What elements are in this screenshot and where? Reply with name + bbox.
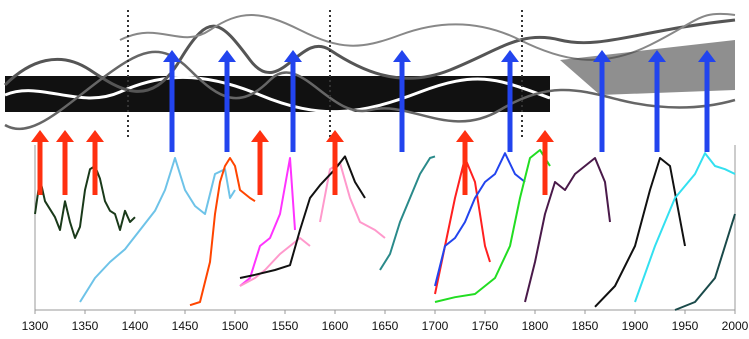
x-tick-label: 1350 (72, 319, 99, 333)
series-line (674, 213, 736, 311)
arrow (218, 50, 236, 152)
x-tick-label: 1650 (372, 319, 399, 333)
arrow-head (56, 130, 74, 142)
arrow-head (326, 130, 344, 142)
series-line (34, 165, 136, 239)
x-tick-label: 1450 (172, 319, 199, 333)
arrow (393, 50, 411, 152)
arrow-head (593, 50, 611, 62)
arrow-head (648, 50, 666, 62)
arrow (593, 50, 611, 152)
arrow-head (86, 130, 104, 142)
wave-line (3, 18, 736, 93)
series-line (239, 157, 296, 287)
arrow (456, 130, 474, 195)
series-line (524, 157, 611, 303)
arrow-head (393, 50, 411, 62)
arrow-head (698, 50, 716, 62)
series-line (434, 152, 526, 287)
dark-band (5, 76, 550, 112)
wave-line (4, 50, 736, 131)
arrow (501, 50, 519, 152)
arrow-head (218, 50, 236, 62)
arrow (648, 50, 666, 152)
x-tick-label: 1600 (322, 319, 349, 333)
arrow-head (501, 50, 519, 62)
series-line (319, 161, 386, 239)
x-tick-label: 1550 (272, 319, 299, 333)
x-tick-label: 1950 (672, 319, 699, 333)
arrow-head (251, 130, 269, 142)
x-tick-label: 1300 (22, 319, 49, 333)
arrow (163, 50, 181, 152)
arrow (536, 130, 554, 195)
series-line (379, 155, 436, 271)
arrow (86, 130, 104, 195)
band-gap (4, 75, 551, 114)
wave-panel (3, 10, 736, 140)
arrow-head (536, 130, 554, 142)
arrow (698, 50, 716, 152)
arrow-head (31, 130, 49, 142)
x-tick-label: 1400 (122, 319, 149, 333)
arrow (284, 50, 302, 152)
arrow-head (163, 50, 181, 62)
x-tick-label: 1700 (422, 319, 449, 333)
arrow-head (284, 50, 302, 62)
x-tick-label: 2000 (722, 319, 749, 333)
series-line (634, 152, 736, 303)
series-line (594, 157, 686, 308)
arrow (31, 130, 49, 195)
x-tick-label: 1850 (572, 319, 599, 333)
x-tick-label: 1800 (522, 319, 549, 333)
x-tick-label: 1500 (222, 319, 249, 333)
wave-line (119, 12, 736, 61)
arrow-head (456, 130, 474, 142)
series-line (189, 157, 256, 307)
series-line (79, 157, 236, 303)
arrow (251, 130, 269, 195)
series-line (239, 155, 366, 279)
arrow (326, 130, 344, 195)
arrow (56, 130, 74, 195)
series-line (239, 237, 311, 287)
x-tick-label: 1750 (472, 319, 499, 333)
x-tick-label: 1900 (622, 319, 649, 333)
series-line (434, 149, 551, 303)
